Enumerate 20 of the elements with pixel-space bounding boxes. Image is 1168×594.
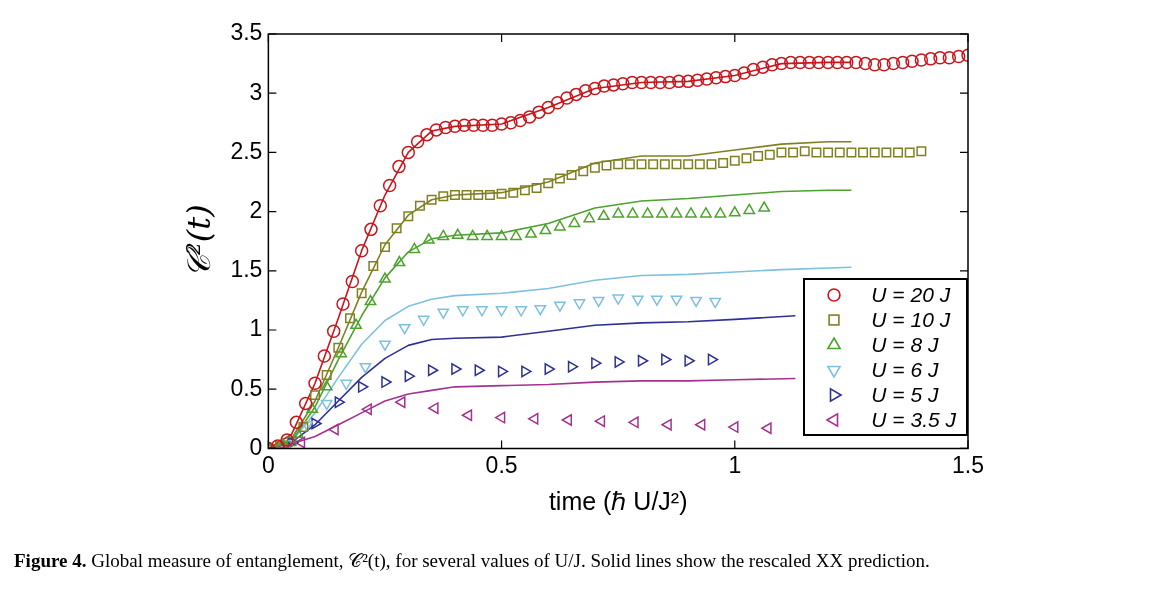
- x-tick-label: 0.5: [485, 451, 518, 478]
- y-tick-label: 3.5: [230, 19, 263, 46]
- legend-label: U = 6 J: [871, 357, 939, 382]
- y-axis-title: 𝒞²(t): [179, 204, 218, 279]
- y-tick-label: 2.5: [230, 137, 263, 164]
- y-tick-label: 1: [249, 315, 263, 342]
- x-tick-label: 1.5: [952, 451, 984, 478]
- y-tick-label: 1.5: [230, 256, 263, 283]
- x-axis-title: time (ℏ U/J²): [548, 486, 688, 515]
- y-tick-label: 3: [249, 78, 263, 105]
- y-tick-label: 2: [249, 196, 263, 223]
- caption: Figure 4. Global measure of entanglement, 𝒞²(t), for several values of U/J. Solid lines show the rescaled XX prediction.: [14, 550, 931, 572]
- legend-label: U = 10 J: [871, 307, 951, 332]
- legend-label: U = 3.5 J: [871, 407, 956, 432]
- legend-label: U = 20 J: [871, 282, 951, 307]
- y-tick-label: 0: [249, 433, 263, 460]
- legend-label: U = 5 J: [871, 382, 939, 407]
- x-tick-label: 1: [728, 451, 742, 478]
- legend-label: U = 8 J: [871, 332, 939, 357]
- y-tick-label: 0.5: [230, 374, 263, 401]
